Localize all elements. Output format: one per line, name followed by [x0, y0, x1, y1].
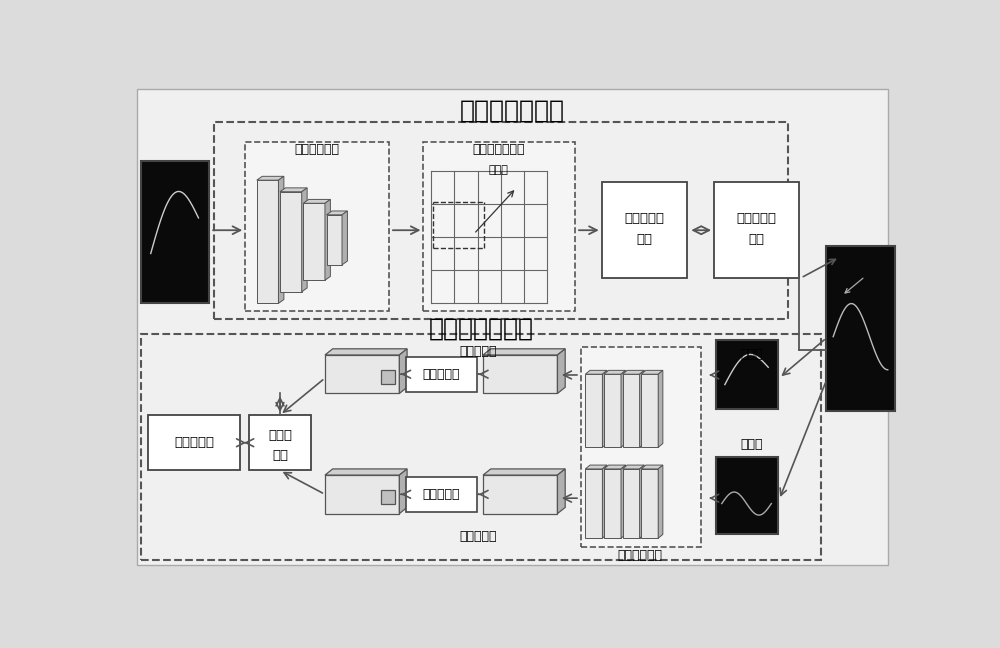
Bar — [303, 203, 325, 281]
Bar — [140, 161, 209, 303]
Polygon shape — [325, 349, 407, 355]
Text: 模板帧: 模板帧 — [740, 349, 762, 362]
Bar — [326, 215, 342, 265]
Polygon shape — [278, 176, 284, 303]
Polygon shape — [658, 371, 663, 447]
Bar — [140, 334, 821, 560]
Polygon shape — [302, 188, 307, 292]
Text: 结果: 结果 — [749, 233, 765, 246]
Bar — [325, 475, 399, 514]
Polygon shape — [640, 465, 644, 538]
Bar — [325, 355, 399, 393]
Polygon shape — [399, 469, 407, 514]
Polygon shape — [325, 200, 330, 281]
Text: 搜索帧特征: 搜索帧特征 — [459, 530, 496, 543]
Bar — [641, 469, 658, 538]
Polygon shape — [604, 371, 626, 374]
Bar — [585, 374, 602, 447]
Bar — [245, 142, 388, 311]
Polygon shape — [483, 349, 565, 355]
Text: 特征提取网络: 特征提取网络 — [618, 549, 663, 562]
Bar — [623, 469, 640, 538]
Text: 互相关: 互相关 — [268, 428, 292, 441]
Polygon shape — [621, 371, 626, 447]
Polygon shape — [399, 349, 407, 393]
Text: 注意力机制: 注意力机制 — [422, 488, 460, 501]
Bar — [716, 457, 778, 535]
Text: 响应特征图: 响应特征图 — [174, 436, 214, 449]
Bar — [423, 142, 574, 311]
Polygon shape — [640, 371, 644, 447]
Bar — [214, 122, 788, 319]
Bar — [249, 415, 311, 470]
Polygon shape — [280, 188, 307, 192]
Polygon shape — [342, 211, 347, 265]
Bar — [406, 356, 477, 392]
Polygon shape — [483, 469, 565, 475]
Bar — [604, 374, 621, 447]
Text: 特征点提取: 特征点提取 — [737, 212, 777, 225]
Polygon shape — [557, 349, 565, 393]
Text: 筛选: 筛选 — [636, 233, 652, 246]
Bar — [604, 469, 621, 538]
Bar — [483, 475, 557, 514]
Polygon shape — [658, 465, 663, 538]
Text: 候选框: 候选框 — [489, 165, 508, 175]
Text: 搜索帧: 搜索帧 — [740, 438, 762, 451]
Bar — [585, 469, 602, 538]
Text: 特征提取网络: 特征提取网络 — [294, 143, 339, 156]
Text: 特征点跟踪网络: 特征点跟踪网络 — [429, 317, 534, 341]
Bar — [381, 371, 395, 384]
Bar — [826, 246, 895, 411]
Bar — [406, 477, 477, 512]
Bar — [280, 192, 302, 292]
Text: 操作: 操作 — [272, 449, 288, 462]
Bar — [581, 347, 701, 548]
Polygon shape — [621, 465, 626, 538]
Bar — [714, 181, 799, 278]
Polygon shape — [623, 465, 644, 469]
Polygon shape — [325, 469, 407, 475]
Text: 注意力机制: 注意力机制 — [422, 367, 460, 381]
Text: 预测特征点: 预测特征点 — [624, 212, 664, 225]
Polygon shape — [585, 371, 607, 374]
Polygon shape — [623, 371, 644, 374]
Polygon shape — [641, 371, 663, 374]
Polygon shape — [602, 465, 607, 538]
Polygon shape — [557, 469, 565, 514]
Polygon shape — [585, 465, 607, 469]
Text: 特征点检测网络: 特征点检测网络 — [460, 99, 565, 123]
Bar — [641, 374, 658, 447]
Bar — [381, 491, 395, 504]
Bar — [483, 355, 557, 393]
Polygon shape — [604, 465, 626, 469]
Polygon shape — [326, 211, 347, 215]
Polygon shape — [602, 371, 607, 447]
Bar — [602, 181, 687, 278]
Bar — [716, 340, 778, 409]
Bar — [257, 180, 278, 303]
Bar — [148, 415, 240, 470]
Text: 先验框生成模块: 先验框生成模块 — [472, 143, 525, 156]
Bar — [623, 374, 640, 447]
Polygon shape — [641, 465, 663, 469]
Polygon shape — [257, 176, 284, 180]
Polygon shape — [303, 200, 330, 203]
Text: 模板帧特征: 模板帧特征 — [459, 345, 496, 358]
